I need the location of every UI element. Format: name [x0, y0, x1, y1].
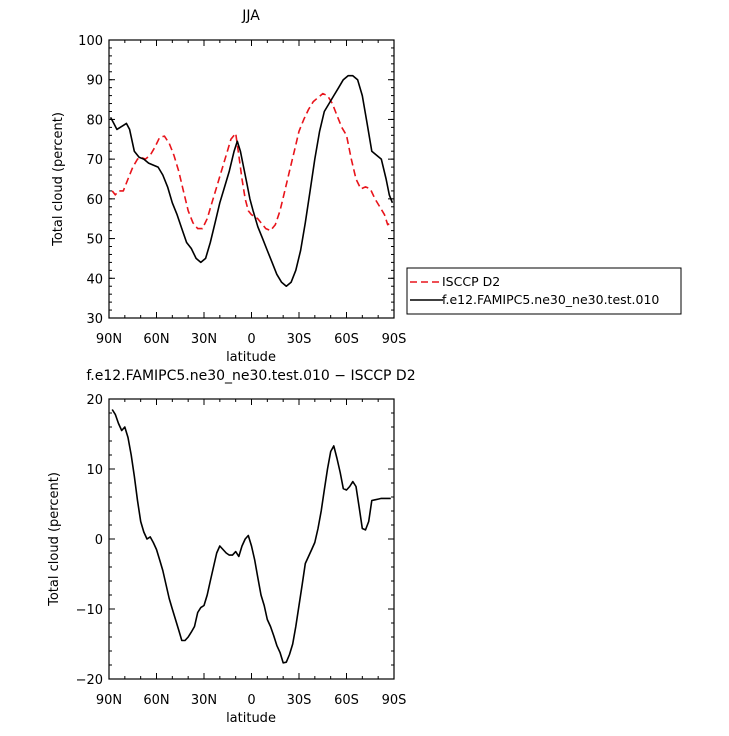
y-tick-label: 50: [86, 233, 103, 248]
bottom-series-line-0: [111, 409, 391, 664]
bottom-x-ticks: 90N 60N 30N 0 30S 60S 90S: [96, 399, 407, 708]
bottom-y-axis-label: Total cloud (percent): [47, 472, 62, 607]
legend-label-isccp: ISCCP D2: [442, 274, 500, 289]
top-x-axis-label: latitude: [226, 350, 276, 365]
x-tick-label: 60S: [334, 693, 359, 708]
x-tick-label: 30S: [287, 693, 312, 708]
top-series-line-1: [109, 74, 394, 288]
top-panel-title: JJA: [241, 8, 260, 24]
y-tick-label: 60: [86, 193, 103, 208]
y-tick-label: 10: [86, 463, 103, 478]
y-tick-label: 70: [86, 153, 103, 168]
x-tick-label: 60S: [334, 332, 359, 347]
y-tick-label: 20: [86, 393, 103, 408]
x-tick-label: 90S: [382, 693, 407, 708]
top-panel: JJA 90N 60N 30N 0 30S 60S 90S 30 40 50 60 70 80 90 10…: [51, 8, 406, 365]
x-tick-label: 90N: [96, 332, 122, 347]
x-tick-label: 90N: [96, 693, 122, 708]
bottom-x-axis-label: latitude: [226, 711, 276, 726]
bottom-series-lines: [111, 409, 391, 664]
y-tick-label: 0: [95, 533, 103, 548]
x-tick-label: 30S: [287, 332, 312, 347]
x-tick-label: 0: [247, 693, 255, 708]
y-tick-label: 40: [86, 272, 103, 287]
top-y-axis-label: Total cloud (percent): [51, 112, 66, 247]
x-tick-label: 90S: [382, 332, 407, 347]
legend-box: [406, 267, 682, 315]
bottom-panel-title: f.e12.FAMIPC5.ne30_ne30.test.010 − ISCCP…: [86, 368, 415, 384]
y-tick-label: 80: [86, 113, 103, 128]
y-tick-label: 30: [86, 312, 103, 327]
top-y-ticks: 30 40 50 60 70 80 90 100: [78, 34, 394, 327]
x-tick-label: 30N: [191, 332, 217, 347]
x-tick-label: 30N: [191, 693, 217, 708]
top-x-ticks: 90N 60N 30N 0 30S 60S 90S: [96, 40, 407, 347]
bottom-y-ticks: −20 −10 0 10 20: [76, 393, 394, 688]
x-tick-label: 60N: [143, 332, 169, 347]
legend-label-model: f.e12.FAMIPC5.ne30_ne30.test.010: [442, 292, 659, 307]
top-series-line-0: [111, 92, 392, 232]
top-plot-frame: [108, 39, 395, 319]
y-tick-label: −20: [76, 673, 103, 688]
y-tick-label: 90: [86, 74, 103, 89]
y-tick-label: −10: [76, 603, 103, 618]
legend: ISCCP D2 f.e12.FAMIPC5.ne30_ne30.test.01…: [406, 267, 682, 315]
top-series-lines: [109, 74, 394, 288]
bottom-panel: f.e12.FAMIPC5.ne30_ne30.test.010 − ISCCP…: [47, 368, 416, 726]
y-tick-label: 100: [78, 34, 103, 49]
x-tick-label: 0: [247, 332, 255, 347]
x-tick-label: 60N: [143, 693, 169, 708]
